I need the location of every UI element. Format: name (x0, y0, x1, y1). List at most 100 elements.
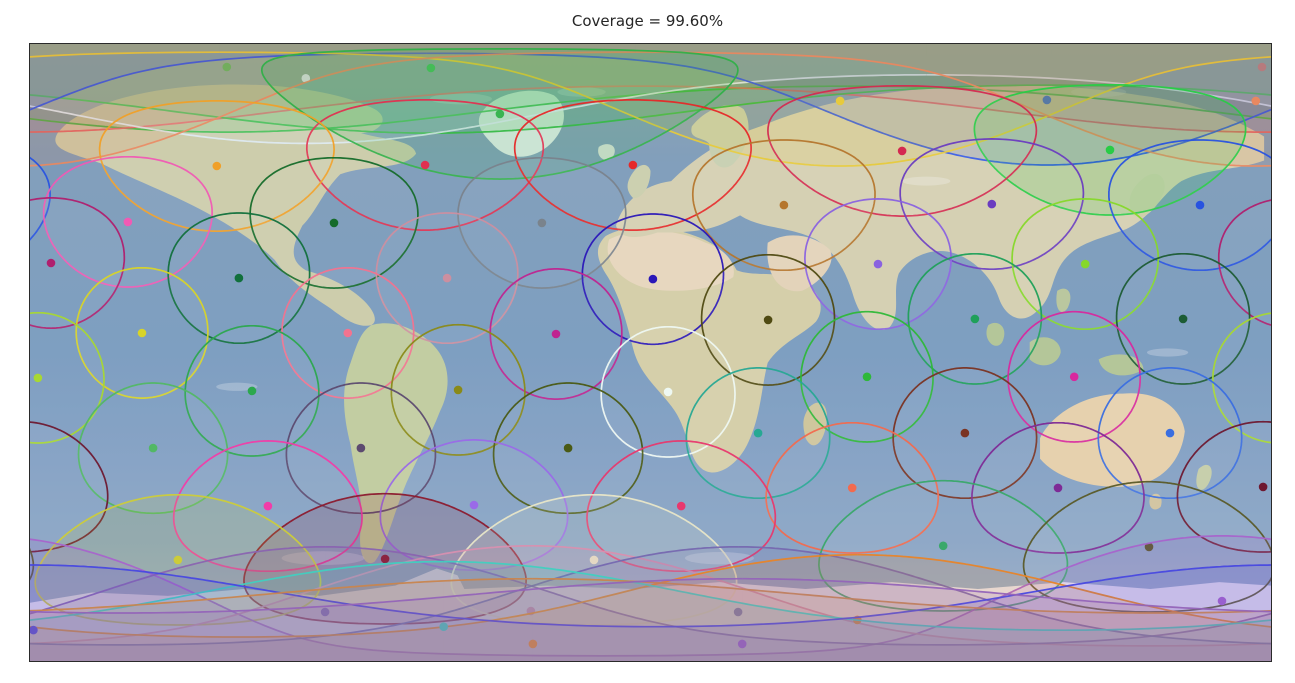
coverage-map (29, 43, 1272, 662)
world-map-background (30, 44, 1271, 661)
coverage-circle (641, 85, 1271, 133)
coverage-circle (1022, 480, 1271, 613)
satellite-dot (1105, 145, 1115, 155)
satellite-dot (442, 273, 452, 283)
continent-eurasia (616, 84, 1265, 331)
satellite-dot (537, 218, 547, 228)
coverage-circle (30, 553, 858, 638)
coverage-circle (892, 367, 1038, 500)
satellite-dot (222, 62, 232, 72)
coverage-circle (30, 546, 739, 646)
coverage-circle (98, 100, 335, 233)
satellite-dot (753, 428, 763, 438)
satellite-dot (1042, 95, 1052, 105)
coverage-circle (847, 85, 1271, 120)
satellite-dot (495, 109, 505, 119)
coverage-circle (450, 493, 738, 626)
coverage-circle (30, 577, 743, 614)
satellite-dot (1144, 542, 1154, 552)
satellite-dot (301, 74, 311, 83)
coverage-circle (513, 99, 752, 231)
coverage-fill (30, 44, 1052, 134)
coverage-fill (742, 578, 1271, 661)
coverage-circle (30, 560, 444, 621)
satellite-dot (1257, 62, 1267, 72)
haze-overlay (30, 44, 1271, 661)
coverage-circle (30, 156, 51, 241)
coverage-circle (489, 268, 623, 400)
satellite-dot (835, 96, 845, 106)
satellite-dot (676, 501, 686, 511)
coverage-fill (1108, 140, 1271, 271)
satellite-dot (628, 160, 638, 170)
coverage-circle (899, 138, 1085, 271)
satellite-dot (137, 328, 147, 338)
coverage-circle (804, 198, 952, 331)
satellite-dot (589, 555, 599, 565)
satellite-dot (148, 443, 158, 453)
satellite-dot (1178, 314, 1188, 324)
coverage-circle (172, 440, 363, 573)
satellite-dot (380, 554, 390, 564)
coverage-circle (184, 324, 320, 457)
coverage-fill (30, 546, 739, 661)
coverage-circle (34, 493, 322, 626)
coverage-circle (30, 546, 326, 615)
continent-australia (1040, 393, 1185, 487)
coverage-fill (30, 565, 34, 661)
satellite-dot (1217, 596, 1227, 606)
coverage-fill (325, 546, 1271, 661)
coverage-fill (30, 545, 531, 661)
coverage-circle (1212, 312, 1271, 444)
coverage-fill (30, 197, 125, 329)
coverage-fill (1222, 535, 1271, 661)
coverage-circle (973, 83, 1247, 216)
satellite-dot (663, 387, 673, 397)
coverage-fill (33, 565, 1271, 661)
island-borneo (1029, 337, 1061, 366)
island-sumatra (986, 322, 1005, 346)
coverage-circle (1011, 198, 1160, 331)
satellite-dot (563, 443, 573, 453)
coverage-fill (30, 554, 858, 661)
coverage-circle (581, 213, 725, 346)
region-arabia (767, 235, 832, 292)
satellite-dot (426, 63, 436, 73)
coverage-fill (30, 312, 104, 443)
coverage-circle (30, 51, 636, 167)
coverage-circle (260, 47, 739, 180)
clouds-layer (216, 86, 1189, 566)
coverage-circle (30, 311, 105, 444)
coverage-fill (532, 578, 1271, 661)
coverage-fill (30, 578, 743, 661)
satellite-dot (648, 274, 658, 284)
coverage-circle (926, 73, 1271, 107)
coverage-circle (1115, 252, 1251, 385)
satellite-dot (1251, 96, 1261, 106)
island-iceland (598, 144, 615, 160)
satellite-dot (33, 373, 43, 383)
coverage-circle (1217, 199, 1271, 326)
satellite-dot (763, 315, 773, 325)
satellite-dot (320, 607, 330, 617)
coverage-circle (691, 139, 876, 272)
coverage-circle (30, 197, 126, 330)
sahara-region (607, 230, 734, 291)
coverage-circle (77, 382, 229, 515)
satellite-dot (247, 386, 257, 396)
coverage-circle (426, 52, 1271, 166)
satellite-dot (1080, 259, 1090, 269)
coverage-circle (30, 421, 109, 553)
coverage-circle (685, 367, 831, 500)
satellite-dot (938, 541, 948, 551)
island-japan (1129, 173, 1165, 218)
coverage-fill (426, 44, 1271, 165)
satellite-dot (123, 217, 133, 227)
coverage-circle (375, 212, 519, 345)
coverage-fill (857, 554, 1271, 661)
coverage-circle (30, 85, 848, 133)
coverage-circle (532, 577, 1271, 614)
satellite-dot (862, 372, 872, 382)
coverage-circle (249, 156, 419, 289)
